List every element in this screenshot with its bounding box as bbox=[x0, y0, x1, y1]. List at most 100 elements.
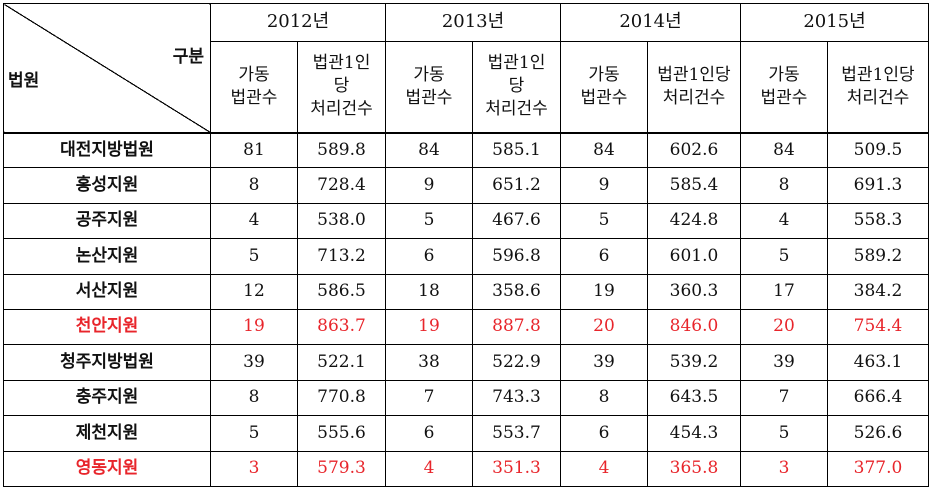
court-name-cell: 서산지원 bbox=[3, 273, 211, 310]
judges-count-cell: 4 bbox=[560, 450, 648, 487]
per-judge-cases-cell: 509.5 bbox=[827, 131, 929, 169]
per-judge-cases-cell: 522.1 bbox=[297, 344, 386, 381]
judges-count-cell: 17 bbox=[740, 273, 828, 310]
col-header-line: 당 bbox=[508, 76, 525, 97]
col-header-line: 법관1인 bbox=[312, 53, 371, 74]
judges-count-cell: 81 bbox=[210, 131, 298, 169]
judges-count-cell: 19 bbox=[560, 273, 648, 310]
judges-count-cell: 7 bbox=[740, 379, 828, 417]
table-row: 공주지원 4 538.0 5 467.6 5 424.8 4 558.3 bbox=[3, 202, 929, 240]
per-judge-cases-cell: 691.3 bbox=[827, 167, 929, 204]
judges-count-cell: 3 bbox=[740, 450, 828, 487]
judges-count-cell: 18 bbox=[385, 273, 473, 310]
per-judge-cases-cell: 589.8 bbox=[297, 131, 386, 169]
judges-count-cell: 4 bbox=[210, 202, 298, 240]
col-header-line: 가동 bbox=[588, 64, 620, 85]
per-judge-cases-cell: 463.1 bbox=[827, 344, 929, 381]
per-judge-cases-cell: 887.8 bbox=[472, 308, 561, 346]
judges-count-cell: 8 bbox=[560, 379, 648, 417]
col-header-judges-2013: 가동 법관수 bbox=[385, 41, 473, 133]
col-header-line: 처리건수 bbox=[485, 99, 548, 120]
column-header-row: 가동 법관수 법관1인 당 처리건수 가동 법관수 법관1인 당 처리건수 가동… bbox=[4, 41, 929, 133]
table-row: 충주지원 8 770.8 7 743.3 8 643.5 7 666.4 bbox=[3, 379, 929, 417]
judges-count-cell: 6 bbox=[385, 238, 473, 275]
judges-count-cell: 84 bbox=[740, 131, 828, 169]
judges-count-cell: 20 bbox=[740, 308, 828, 346]
judges-count-cell: 9 bbox=[560, 167, 648, 204]
per-judge-cases-cell: 713.2 bbox=[297, 238, 386, 275]
per-judge-cases-cell: 585.4 bbox=[647, 167, 741, 204]
per-judge-cases-cell: 377.0 bbox=[827, 450, 929, 487]
corner-label-court: 법원 bbox=[8, 71, 40, 91]
col-header-per-judge-2012: 법관1인 당 처리건수 bbox=[297, 41, 386, 133]
table-row: 영동지원 3 579.3 4 351.3 4 365.8 3 377.0 bbox=[3, 450, 929, 487]
court-name-cell: 제천지원 bbox=[3, 415, 211, 452]
per-judge-cases-cell: 596.8 bbox=[472, 238, 561, 275]
col-header-per-judge-2013: 법관1인 당 처리건수 bbox=[472, 41, 561, 133]
judges-count-cell: 4 bbox=[385, 450, 473, 487]
judges-count-cell: 84 bbox=[560, 131, 648, 169]
per-judge-cases-cell: 526.6 bbox=[827, 415, 929, 452]
col-header-line: 처리건수 bbox=[662, 87, 726, 108]
col-header-line: 처리건수 bbox=[310, 99, 373, 120]
per-judge-cases-cell: 360.3 bbox=[647, 273, 741, 310]
per-judge-cases-cell: 602.6 bbox=[647, 131, 741, 169]
per-judge-cases-cell: 365.8 bbox=[647, 450, 741, 487]
per-judge-cases-cell: 358.6 bbox=[472, 273, 561, 310]
col-header-per-judge-2014: 법관1인당 처리건수 bbox=[647, 41, 741, 133]
col-header-judges-2015: 가동 법관수 bbox=[740, 41, 828, 133]
judges-count-cell: 5 bbox=[560, 202, 648, 240]
col-header-line: 당 bbox=[333, 76, 350, 97]
year-header-row: 구분 법원 2012년 2013년 2014년 2015년 bbox=[3, 3, 929, 133]
court-name-cell: 홍성지원 bbox=[3, 167, 211, 204]
table-row: 대전지방법원 81 589.8 84 585.1 84 602.6 84 509.5 bbox=[3, 131, 929, 169]
per-judge-cases-cell: 467.6 bbox=[472, 202, 561, 240]
judges-count-cell: 39 bbox=[210, 344, 298, 381]
judges-count-cell: 20 bbox=[560, 308, 648, 346]
table-row: 홍성지원 8 728.4 9 651.2 9 585.4 8 691.3 bbox=[3, 167, 929, 204]
per-judge-cases-cell: 846.0 bbox=[647, 308, 741, 346]
header-corner-cell: 구분 법원 bbox=[3, 3, 211, 133]
court-name-cell: 논산지원 bbox=[3, 238, 211, 275]
per-judge-cases-cell: 555.6 bbox=[297, 415, 386, 452]
col-header-line: 법관수 bbox=[760, 87, 808, 108]
col-header-judges-2014: 가동 법관수 bbox=[560, 41, 648, 133]
judges-count-cell: 8 bbox=[740, 167, 828, 204]
per-judge-cases-cell: 754.4 bbox=[827, 308, 929, 346]
per-judge-cases-cell: 601.0 bbox=[647, 238, 741, 275]
per-judge-cases-cell: 643.5 bbox=[647, 379, 741, 417]
court-name-cell: 천안지원 bbox=[3, 308, 211, 346]
per-judge-cases-cell: 743.3 bbox=[472, 379, 561, 417]
col-header-line: 법관1인당 bbox=[657, 64, 731, 85]
court-caseload-table: 구분 법원 2012년 2013년 2014년 2015년 가동 법관수 법관1… bbox=[3, 3, 929, 487]
judges-count-cell: 84 bbox=[385, 131, 473, 169]
col-header-line: 법관1인 bbox=[487, 53, 546, 74]
col-header-line: 법관수 bbox=[230, 87, 278, 108]
table-row: 논산지원 5 713.2 6 596.8 6 601.0 5 589.2 bbox=[3, 238, 929, 275]
col-header-line: 처리건수 bbox=[846, 87, 910, 108]
table-row: 천안지원 19 863.7 19 887.8 20 846.0 20 754.4 bbox=[3, 308, 929, 346]
judges-count-cell: 5 bbox=[740, 415, 828, 452]
per-judge-cases-cell: 351.3 bbox=[472, 450, 561, 487]
col-header-line: 가동 bbox=[238, 64, 270, 85]
per-judge-cases-cell: 539.2 bbox=[647, 344, 741, 381]
per-judge-cases-cell: 586.5 bbox=[297, 273, 386, 310]
per-judge-cases-cell: 424.8 bbox=[647, 202, 741, 240]
judges-count-cell: 19 bbox=[385, 308, 473, 346]
judges-count-cell: 5 bbox=[210, 415, 298, 452]
judges-count-cell: 39 bbox=[740, 344, 828, 381]
judges-count-cell: 3 bbox=[210, 450, 298, 487]
court-name-cell: 영동지원 bbox=[3, 450, 211, 487]
col-header-line: 법관수 bbox=[405, 87, 453, 108]
col-header-line: 가동 bbox=[768, 64, 800, 85]
judges-count-cell: 8 bbox=[210, 379, 298, 417]
per-judge-cases-cell: 384.2 bbox=[827, 273, 929, 310]
judges-count-cell: 38 bbox=[385, 344, 473, 381]
col-header-line: 가동 bbox=[413, 64, 445, 85]
judges-count-cell: 19 bbox=[210, 308, 298, 346]
per-judge-cases-cell: 558.3 bbox=[827, 202, 929, 240]
per-judge-cases-cell: 454.3 bbox=[647, 415, 741, 452]
year-header-2014: 2014년 bbox=[560, 3, 741, 42]
court-name-cell: 대전지방법원 bbox=[3, 131, 211, 169]
per-judge-cases-cell: 863.7 bbox=[297, 308, 386, 346]
